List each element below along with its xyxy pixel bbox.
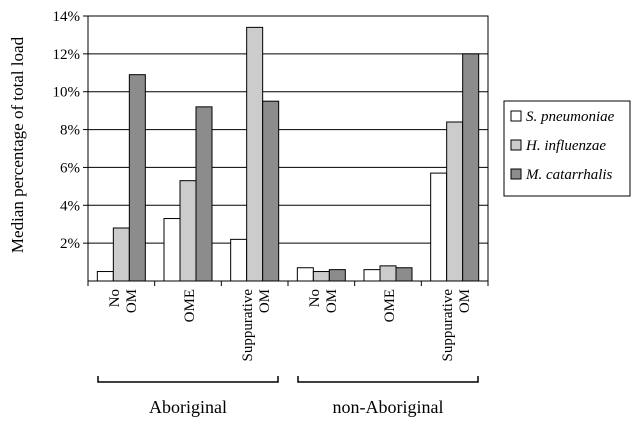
bar-h-influenzae [379,265,397,282]
y-axis-label: Median percentage of total load [8,36,27,253]
legend: S. pneumoniae H. influenzae M. catarrhalis [503,100,631,197]
legend-swatch-s-pneumoniae [510,110,522,122]
svg-text:Suppurative: Suppurative [240,289,256,362]
y-tick-label: 6% [60,160,80,176]
legend-swatch-m-catarrhalis [510,168,522,180]
y-tick-label: 14% [53,9,81,25]
x-tick-label: No OM [107,289,140,313]
gridlines [88,15,488,244]
legend-box [503,100,631,197]
group-bracket [97,376,279,383]
bar-m-catarrhalis [128,74,146,282]
bar-m-catarrhalis [328,269,346,282]
bar-h-influenzae [112,227,130,282]
svg-text:OME: OME [182,289,198,322]
bar-h-influenzae [312,271,330,282]
bar-m-catarrhalis [462,53,480,282]
legend-label: M. catarrhalis [525,167,613,183]
plot-frame [87,15,489,282]
legend-label: H. influenzae [525,138,606,154]
x-tick-label: No OM [307,289,340,313]
svg-text:OME: OME [382,289,398,322]
y-tick-label: 10% [53,85,81,101]
bar-m-catarrhalis [395,267,413,282]
group-label: Aboriginal [149,397,227,417]
bar-s-pneumoniae [230,238,248,282]
svg-text:OM: OM [124,289,140,313]
svg-text:OM: OM [457,289,473,313]
group-bracket [297,376,479,383]
y-axis-ticks: 2% 4% 6% 8% 10% 12% 14% [53,9,88,252]
y-tick-label: 4% [60,198,80,214]
bar-h-influenzae [446,121,464,282]
x-tick-label: OME [182,289,198,322]
bar-s-pneumoniae [430,172,448,282]
bar-m-catarrhalis [195,106,213,282]
svg-text:No: No [107,289,123,307]
bar-s-pneumoniae [96,271,114,282]
x-tick-label: Suppurative OM [240,289,273,362]
svg-text:OM: OM [257,289,273,313]
svg-text:No: No [307,289,323,307]
x-axis-ticks: No OM OME Suppurative OM No OM OME Suppurative OM [87,281,489,362]
bar-s-pneumoniae [363,269,381,282]
svg-text:Suppurative: Suppurative [440,289,456,362]
bar-s-pneumoniae [296,267,314,282]
y-tick-label: 2% [60,236,80,252]
category-groups: Aboriginal non-Aboriginal [97,376,479,417]
y-tick-label: 8% [60,123,80,139]
bar-m-catarrhalis [262,100,280,282]
y-tick-label: 12% [53,47,81,63]
legend-swatch-h-influenzae [510,139,522,151]
bar-h-influenzae [246,26,264,282]
bar-h-influenzae [179,180,197,282]
bar-s-pneumoniae [163,218,181,282]
x-tick-label: Suppurative OM [440,289,473,362]
svg-text:OM: OM [324,289,340,313]
x-tick-label: OME [382,289,398,322]
legend-label: S. pneumoniae [526,109,615,125]
group-label: non-Aboriginal [333,397,444,417]
